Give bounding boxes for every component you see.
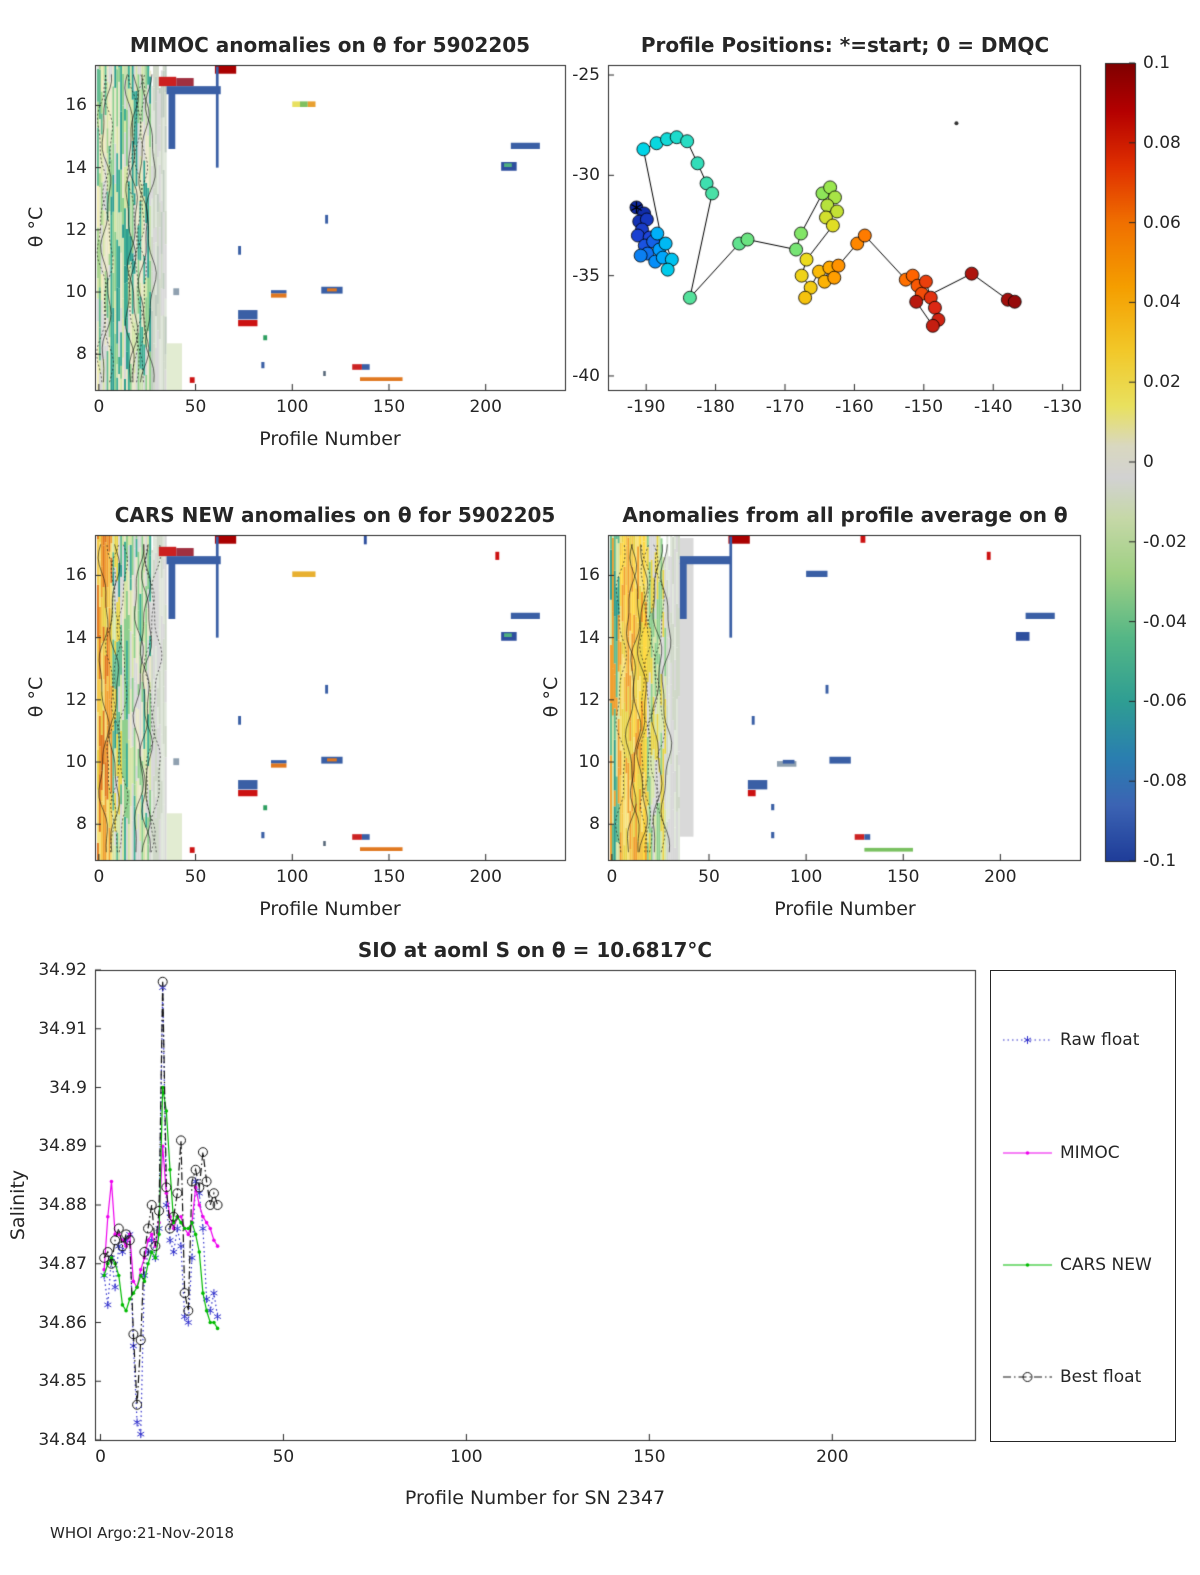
y-tick-label: 16	[65, 565, 87, 586]
x-tick-label: 50	[184, 397, 207, 417]
y-tick-label: 34.92	[38, 960, 87, 980]
colorbar-tick-label: -0.1	[1143, 851, 1177, 871]
y-tick-label: 14	[65, 157, 87, 178]
x-tick-label: -140	[973, 397, 1013, 417]
y-tick-label: 8	[589, 814, 600, 835]
colorbar-tick-label: -0.04	[1143, 611, 1187, 632]
colorbar-tick-label: 0.1	[1143, 53, 1171, 73]
y-tick-label: 34.86	[38, 1312, 87, 1333]
x-tick-label: 200	[984, 867, 1017, 887]
x-tick-label: 100	[789, 867, 823, 887]
x-tick-label: -150	[904, 397, 944, 417]
colorbar-tick-label: -0.06	[1143, 691, 1187, 712]
y-tick-label: 16	[578, 565, 600, 586]
x-tick-label: 200	[816, 1447, 849, 1467]
y-tick-label: -35	[572, 265, 600, 286]
legend-label-cars-new: CARS NEW	[1060, 1255, 1152, 1275]
legend-label-best-float: Best float	[1060, 1367, 1142, 1387]
plot-title-positions: Profile Positions: *=start; 0 = DMQC	[640, 33, 1050, 57]
legend-label-raw-float: Raw float	[1060, 1030, 1140, 1050]
xlabel-salinity: Profile Number for SN 2347	[404, 1487, 666, 1509]
colorbar-tick-label: 0.08	[1143, 132, 1181, 153]
y-tick-label: -25	[572, 65, 600, 86]
colorbar-tick-label: 0.02	[1143, 372, 1181, 393]
x-tick-label: 100	[450, 1447, 483, 1467]
legend-label-mimoc: MIMOC	[1060, 1143, 1120, 1163]
ylabel-allprof: θ °C	[540, 676, 562, 718]
x-tick-label: -130	[1043, 397, 1082, 417]
y-tick-label: 14	[65, 627, 87, 648]
x-tick-label: -180	[696, 397, 735, 417]
y-tick-label: 34.89	[38, 1136, 87, 1157]
colorbar-tick-label: 0.04	[1143, 292, 1181, 313]
y-tick-label: 34.9	[49, 1077, 87, 1098]
x-tick-label: 150	[887, 867, 920, 887]
x-tick-label: -190	[626, 397, 666, 417]
x-tick-label: 200	[469, 397, 502, 417]
y-tick-label: 34.91	[38, 1018, 87, 1039]
colorbar-tick-label: -0.02	[1143, 531, 1187, 552]
y-tick-label: -30	[572, 165, 600, 186]
colorbar-tick-label: 0.06	[1143, 212, 1181, 233]
ylabel-salinity: Salinity	[7, 1169, 29, 1241]
plot-title-salinity: SIO at aoml S on θ = 10.6817°C	[357, 938, 713, 962]
x-tick-label: 150	[633, 1447, 666, 1467]
y-tick-label: 10	[65, 282, 87, 303]
xlabel-mimoc: Profile Number	[259, 428, 401, 450]
y-tick-label: 34.84	[38, 1430, 87, 1450]
footer-text: WHOI Argo:21-Nov-2018	[50, 1524, 234, 1542]
x-tick-label: 0	[606, 867, 618, 887]
y-tick-label: 12	[578, 689, 600, 710]
colorbar-tick-label: 0	[1143, 452, 1154, 472]
x-tick-label: 150	[372, 867, 406, 887]
y-tick-label: 8	[76, 814, 87, 835]
x-tick-label: -160	[835, 397, 874, 417]
x-tick-label: 0	[93, 867, 105, 887]
y-tick-label: -40	[572, 365, 600, 386]
ylabel-mimoc: θ °C	[25, 206, 47, 248]
y-tick-label: 16	[65, 95, 87, 116]
x-tick-label: 100	[276, 397, 309, 417]
x-tick-label: 0	[95, 1447, 106, 1467]
colorbar-tick-label: -0.08	[1143, 771, 1187, 792]
x-tick-label: 150	[372, 397, 406, 417]
y-tick-label: 10	[578, 752, 600, 773]
plot-title-cars: CARS NEW anomalies on θ for 5902205	[114, 503, 556, 527]
xlabel-cars: Profile Number	[259, 898, 401, 920]
plot-title-allprof: Anomalies from all profile average on θ	[622, 503, 1068, 527]
y-tick-label: 34.87	[38, 1253, 87, 1274]
y-tick-label: 34.85	[38, 1371, 87, 1392]
y-tick-label: 12	[65, 219, 87, 240]
y-tick-label: 14	[578, 627, 600, 648]
legend-box	[990, 970, 1176, 1442]
x-tick-label: -170	[765, 397, 805, 417]
ylabel-cars: θ °C	[25, 676, 47, 718]
x-tick-label: 200	[469, 867, 502, 887]
x-tick-label: 50	[272, 1447, 295, 1467]
xlabel-allprof: Profile Number	[774, 898, 916, 920]
y-tick-label: 12	[65, 689, 87, 710]
y-tick-label: 8	[76, 344, 87, 365]
y-tick-label: 10	[65, 752, 87, 773]
x-tick-label: 100	[276, 867, 309, 887]
x-tick-label: 50	[184, 867, 207, 887]
x-tick-label: 50	[698, 867, 720, 887]
y-tick-label: 34.88	[38, 1195, 87, 1215]
x-tick-label: 0	[93, 397, 105, 417]
plot-title-mimoc: MIMOC anomalies on θ for 5902205	[129, 33, 531, 57]
